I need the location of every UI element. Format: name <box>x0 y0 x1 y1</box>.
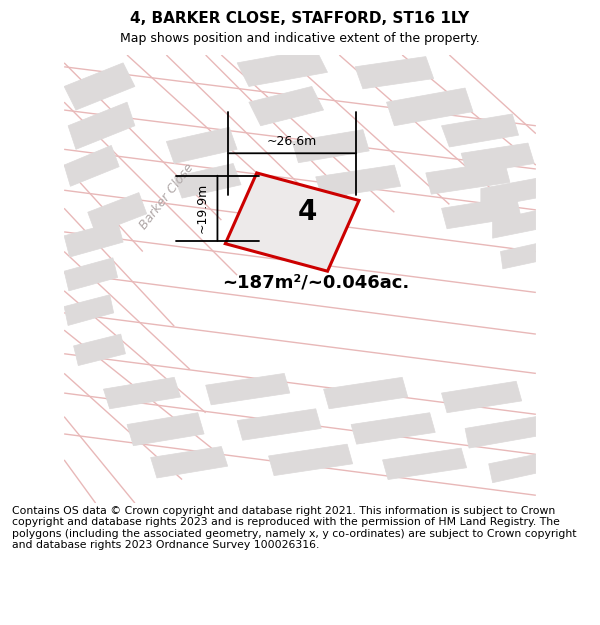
Polygon shape <box>174 164 241 198</box>
Polygon shape <box>88 192 146 234</box>
Text: Map shows position and indicative extent of the property.: Map shows position and indicative extent… <box>120 32 480 45</box>
Polygon shape <box>237 409 321 440</box>
Polygon shape <box>64 222 123 257</box>
Polygon shape <box>103 378 181 409</box>
Polygon shape <box>465 417 536 448</box>
Text: ~187m²/~0.046ac.: ~187m²/~0.046ac. <box>222 274 409 292</box>
Polygon shape <box>383 448 467 479</box>
Polygon shape <box>64 258 118 291</box>
Polygon shape <box>426 161 510 194</box>
Polygon shape <box>64 146 119 186</box>
Polygon shape <box>226 173 359 271</box>
Polygon shape <box>64 63 135 110</box>
Polygon shape <box>68 102 135 149</box>
Polygon shape <box>355 57 434 89</box>
Polygon shape <box>461 143 534 174</box>
Polygon shape <box>237 49 328 86</box>
Polygon shape <box>64 295 113 326</box>
Polygon shape <box>386 88 473 126</box>
Text: 4, BARKER CLOSE, STAFFORD, ST16 1LY: 4, BARKER CLOSE, STAFFORD, ST16 1LY <box>130 11 470 26</box>
Polygon shape <box>442 114 518 147</box>
Polygon shape <box>323 378 408 409</box>
Polygon shape <box>500 244 536 269</box>
Text: Barker Close: Barker Close <box>137 161 196 232</box>
Polygon shape <box>351 412 435 444</box>
Polygon shape <box>442 196 521 229</box>
Polygon shape <box>493 211 536 238</box>
Polygon shape <box>488 454 536 482</box>
Polygon shape <box>292 129 369 162</box>
Polygon shape <box>442 381 522 412</box>
Polygon shape <box>74 334 125 366</box>
Text: ~19.9m: ~19.9m <box>195 183 208 233</box>
Polygon shape <box>249 86 323 126</box>
Polygon shape <box>127 412 204 446</box>
Text: 4: 4 <box>298 198 317 226</box>
Polygon shape <box>481 178 536 208</box>
Polygon shape <box>151 446 227 478</box>
Text: Contains OS data © Crown copyright and database right 2021. This information is : Contains OS data © Crown copyright and d… <box>12 506 577 550</box>
Polygon shape <box>166 127 237 164</box>
Polygon shape <box>206 373 290 405</box>
Polygon shape <box>316 165 401 198</box>
Text: ~26.6m: ~26.6m <box>267 135 317 148</box>
Polygon shape <box>269 444 353 476</box>
